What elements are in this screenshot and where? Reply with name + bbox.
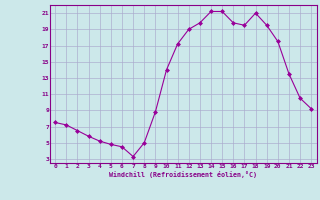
- X-axis label: Windchill (Refroidissement éolien,°C): Windchill (Refroidissement éolien,°C): [109, 171, 257, 178]
